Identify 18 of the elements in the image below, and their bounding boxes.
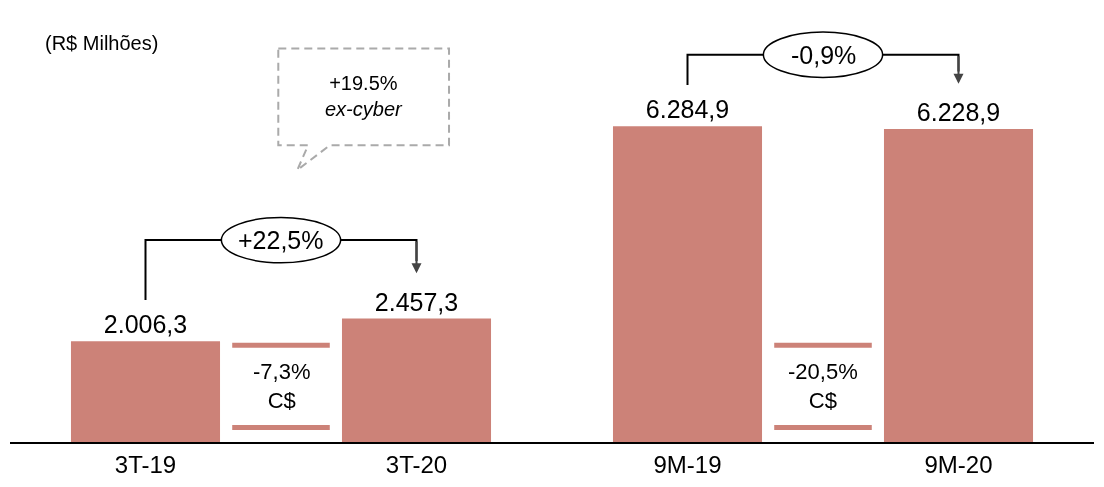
annotation: -20,5% C$: [788, 359, 858, 413]
data-label: 6.228,9: [916, 98, 1001, 127]
text: +19.5% ex-cyber: [325, 72, 404, 120]
text: -0,9%: [791, 41, 857, 69]
data-label: 2.006,3: [103, 310, 188, 339]
x-tick-label: 9M-19: [653, 450, 722, 478]
bar: [70, 341, 221, 442]
annotation: +22,5%: [238, 226, 324, 254]
x-tick-label: 9M-20: [924, 450, 993, 478]
text: (R$ Milhões): [45, 32, 159, 54]
data-label: 2.457,3: [374, 287, 459, 316]
x-tick-label: 3T-19: [114, 450, 177, 478]
bar: [612, 126, 763, 442]
x-tick-label: 3T-20: [385, 450, 448, 478]
data-label: 6.284,9: [645, 95, 730, 124]
annotation: -7,3% C$: [253, 359, 311, 413]
bar: [341, 318, 492, 442]
bar: [883, 129, 1034, 442]
